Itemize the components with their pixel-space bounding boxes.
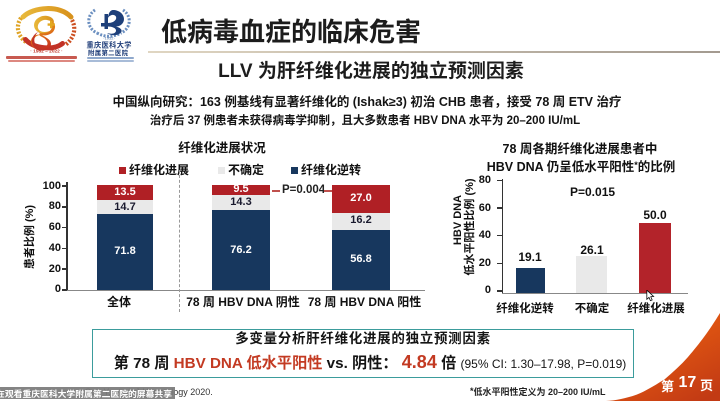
svg-text:·1952·: ·1952· xyxy=(103,36,115,41)
svg-text:· 1952 – 2022 ·: · 1952 – 2022 · xyxy=(30,49,63,55)
svg-text:重庆医科大学: 重庆医科大学 xyxy=(87,40,132,50)
svg-text:附属第二医院: 附属第二医院 xyxy=(88,48,129,57)
